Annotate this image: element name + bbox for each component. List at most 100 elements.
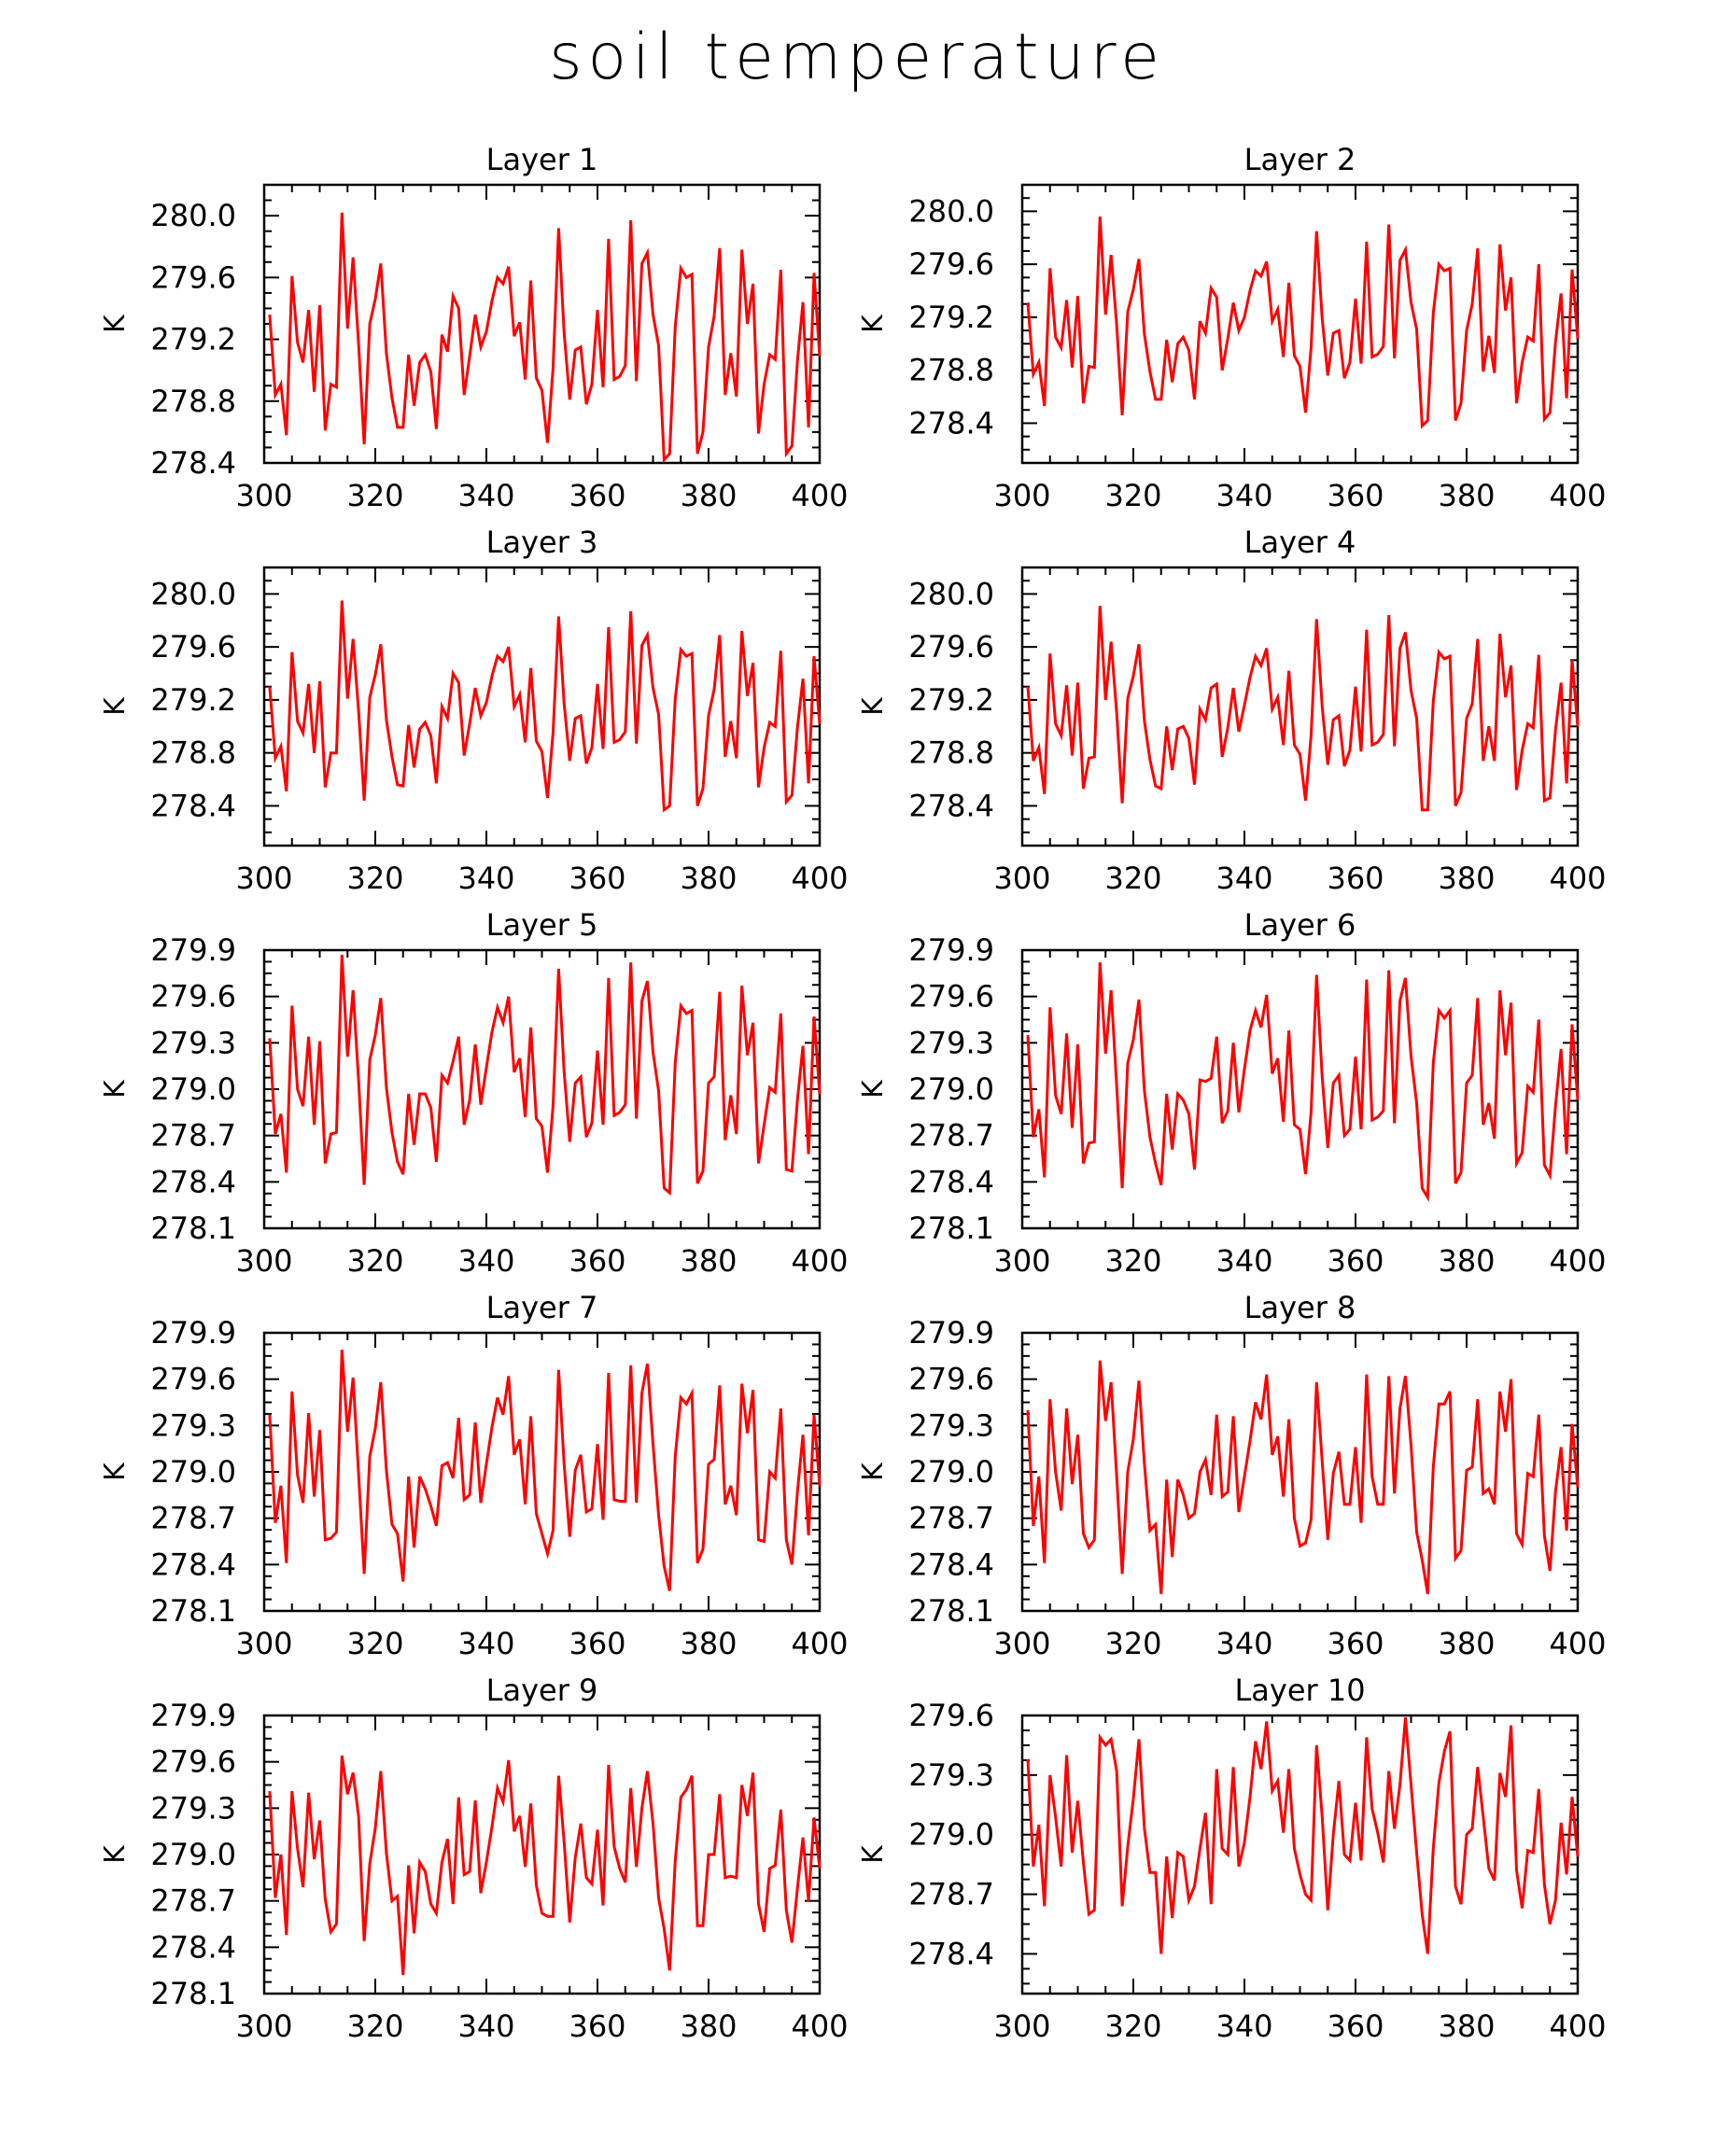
y-tick-label: 279.9 bbox=[908, 932, 994, 968]
y-tick-label: 278.4 bbox=[908, 1164, 994, 1199]
plot-frame bbox=[262, 1331, 822, 1613]
y-axis-label: K bbox=[857, 696, 890, 716]
x-tick-label: 380 bbox=[1438, 1243, 1495, 1279]
x-tick-label: 320 bbox=[1104, 861, 1161, 896]
x-tick-label: 360 bbox=[569, 478, 625, 513]
y-tick-label: 278.7 bbox=[150, 1501, 236, 1536]
y-tick-label: 279.2 bbox=[150, 322, 236, 357]
x-tick-label: 400 bbox=[791, 1243, 848, 1279]
x-tick-label: 300 bbox=[993, 861, 1050, 896]
y-axis-label: K bbox=[857, 1079, 890, 1099]
chart-panel-9: 300 320 340 360 380 400 278.1 278.4 278.7 279.0 27… bbox=[99, 1673, 849, 2044]
x-tick-label: 360 bbox=[569, 1626, 625, 1661]
y-tick-label: 279.6 bbox=[908, 1362, 994, 1397]
y-axis-label: K bbox=[99, 696, 132, 716]
x-tick-label: 400 bbox=[1549, 1626, 1606, 1661]
x-tick-label: 360 bbox=[569, 1243, 625, 1279]
y-tick-label: 279.6 bbox=[150, 979, 236, 1015]
y-tick-label: 279.0 bbox=[908, 1454, 994, 1490]
x-tick-label: 360 bbox=[1327, 861, 1384, 896]
x-tick-label: 360 bbox=[1327, 1243, 1384, 1279]
y-tick-label: 279.6 bbox=[150, 1362, 236, 1397]
y-tick-label: 279.6 bbox=[150, 1744, 236, 1780]
series-line-1 bbox=[1026, 217, 1580, 429]
x-tick-label: 400 bbox=[1549, 1243, 1606, 1279]
y-tick-label: 280.0 bbox=[150, 198, 236, 233]
x-tick-label: 400 bbox=[1549, 2009, 1606, 2044]
panel-title: Layer 7 bbox=[486, 1290, 598, 1325]
y-tick-label: 280.0 bbox=[908, 576, 994, 611]
series-line-1 bbox=[1026, 962, 1580, 1202]
x-tick-label: 400 bbox=[791, 2009, 848, 2044]
panel-title: Layer 2 bbox=[1244, 142, 1356, 177]
y-tick-label: 279.3 bbox=[150, 1790, 236, 1826]
x-tick-label: 320 bbox=[346, 478, 403, 513]
y-tick-label: 279.9 bbox=[908, 1315, 994, 1351]
panel-title: Layer 4 bbox=[1244, 525, 1356, 560]
series-line-1 bbox=[268, 954, 822, 1196]
y-tick-label: 279.3 bbox=[150, 1407, 236, 1443]
y-tick-label: 278.1 bbox=[150, 1976, 236, 2011]
y-tick-label: 279.0 bbox=[150, 1454, 236, 1490]
y-tick-label: 278.1 bbox=[908, 1211, 994, 1246]
series-line-1 bbox=[1026, 1716, 1580, 1954]
y-tick-label: 279.9 bbox=[150, 1698, 236, 1733]
x-tick-label: 400 bbox=[1549, 478, 1606, 513]
x-tick-label: 340 bbox=[457, 2009, 514, 2044]
y-tick-label: 279.6 bbox=[150, 259, 236, 295]
x-tick-label: 380 bbox=[680, 1626, 737, 1661]
y-tick-label: 279.0 bbox=[150, 1837, 236, 1872]
y-tick-label: 278.4 bbox=[150, 1547, 236, 1582]
chart-panel-7: 300 320 340 360 380 400 278.1 278.4 278.7 279.0 27… bbox=[99, 1290, 849, 1661]
chart-panel-8: 300 320 340 360 380 400 278.1 278.4 278.7 279.0 27… bbox=[857, 1290, 1607, 1661]
y-tick-label: 279.6 bbox=[908, 979, 994, 1015]
x-tick-label: 300 bbox=[235, 1243, 292, 1279]
y-tick-label: 278.7 bbox=[150, 1118, 236, 1154]
y-axis-label: K bbox=[99, 1462, 132, 1481]
chart-panel-6: 300 320 340 360 380 400 278.1 278.4 278.7 279.0 27… bbox=[857, 907, 1607, 1279]
y-tick-label: 278.8 bbox=[150, 735, 236, 771]
panel-title: Layer 1 bbox=[486, 142, 598, 177]
x-tick-label: 380 bbox=[1438, 478, 1495, 513]
x-tick-label: 400 bbox=[791, 1626, 848, 1661]
x-tick-label: 340 bbox=[1215, 2009, 1272, 2044]
panel-title: Layer 9 bbox=[486, 1673, 598, 1708]
x-tick-label: 340 bbox=[1215, 861, 1272, 896]
y-tick-label: 279.0 bbox=[908, 1071, 994, 1107]
y-tick-label: 279.9 bbox=[150, 1315, 236, 1351]
y-tick-label: 280.0 bbox=[908, 193, 994, 229]
plot-frame bbox=[1020, 566, 1580, 847]
y-tick-label: 279.3 bbox=[150, 1025, 236, 1060]
y-tick-label: 278.7 bbox=[908, 1118, 994, 1154]
x-tick-label: 360 bbox=[569, 2009, 625, 2044]
y-axis-label: K bbox=[857, 1844, 890, 1864]
y-tick-label: 279.2 bbox=[908, 682, 994, 718]
y-tick-label: 279.6 bbox=[908, 1698, 994, 1733]
y-tick-label: 278.7 bbox=[908, 1501, 994, 1536]
y-axis-label: K bbox=[99, 314, 132, 333]
x-tick-label: 320 bbox=[346, 2009, 403, 2044]
x-tick-label: 300 bbox=[235, 2009, 292, 2044]
x-tick-label: 320 bbox=[1104, 1626, 1161, 1661]
x-tick-label: 380 bbox=[1438, 861, 1495, 896]
x-tick-label: 380 bbox=[680, 478, 737, 513]
plot-frame bbox=[262, 1714, 822, 1995]
x-tick-label: 300 bbox=[993, 1243, 1050, 1279]
y-axis-label: K bbox=[857, 314, 890, 333]
series-line-1 bbox=[268, 212, 822, 464]
y-tick-label: 279.0 bbox=[150, 1071, 236, 1107]
y-tick-label: 278.7 bbox=[150, 1883, 236, 1919]
panel-title: Layer 5 bbox=[486, 907, 598, 943]
x-tick-label: 340 bbox=[457, 478, 514, 513]
y-tick-label: 280.0 bbox=[150, 576, 236, 611]
x-tick-label: 380 bbox=[1438, 2009, 1495, 2044]
y-tick-label: 279.9 bbox=[150, 932, 236, 968]
plot-frame bbox=[262, 566, 822, 847]
x-tick-label: 300 bbox=[993, 478, 1050, 513]
y-tick-label: 279.3 bbox=[908, 1407, 994, 1443]
x-tick-label: 340 bbox=[457, 861, 514, 896]
x-tick-label: 380 bbox=[680, 861, 737, 896]
x-tick-label: 340 bbox=[1215, 478, 1272, 513]
x-tick-label: 380 bbox=[1438, 1626, 1495, 1661]
